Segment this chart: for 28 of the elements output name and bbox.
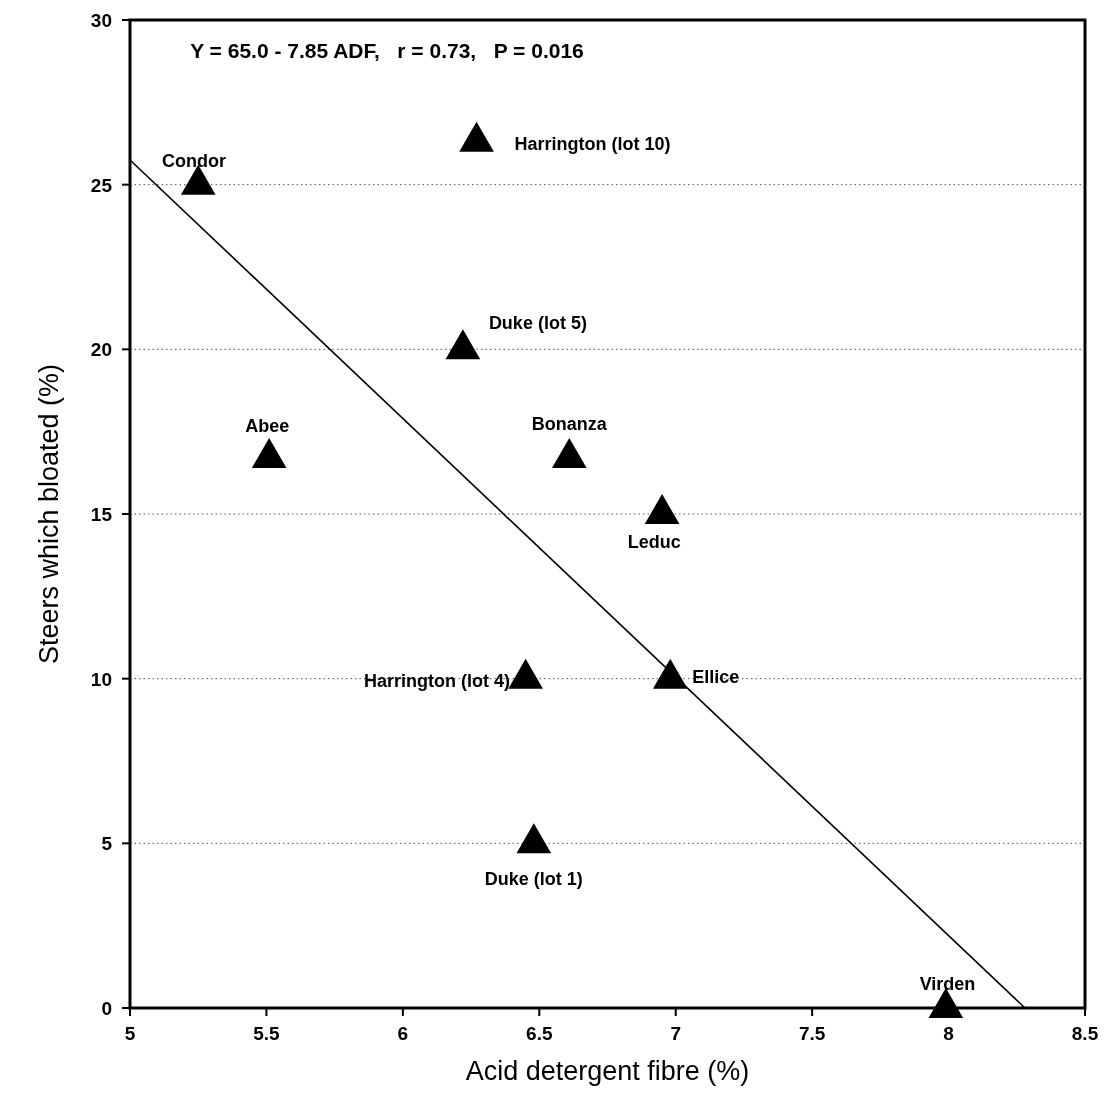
- x-tick-label: 8.5: [1071, 1023, 1099, 1044]
- annotation: Leduc: [627, 531, 681, 552]
- y-tick-label: 30: [90, 10, 112, 31]
- annotation: Harrington (lot 4): [364, 670, 511, 691]
- annotation: Condor: [161, 151, 226, 172]
- annotation: Duke (lot 5): [488, 313, 587, 334]
- y-tick-label: 10: [90, 668, 112, 690]
- y-tick-label: 25: [90, 174, 113, 196]
- annotation: Virden: [919, 974, 976, 995]
- y-tick-label: 20: [90, 339, 112, 361]
- x-axis-title: Acid detergent fibre (%): [465, 1056, 750, 1086]
- x-tick-label: 7.5: [798, 1023, 826, 1044]
- x-tick-label: 7: [670, 1023, 681, 1044]
- x-tick-label: 8: [943, 1023, 954, 1044]
- annotation: Duke (lot 1): [484, 869, 583, 890]
- annotation: Y = 65.0 - 7.85 ADF, r = 0.73, P = 0.016: [190, 38, 584, 62]
- y-tick-label: 15: [90, 504, 113, 525]
- x-tick-label: 6: [397, 1023, 409, 1044]
- annotation: Harrington (lot 10): [514, 133, 671, 154]
- x-tick-label: 5: [124, 1023, 136, 1044]
- y-tick-label: 5: [101, 833, 113, 855]
- annotation: Ellice: [692, 666, 740, 687]
- x-tick-label: 5.5: [253, 1023, 281, 1044]
- annotation: Bonanza: [531, 414, 608, 435]
- y-axis-title: Steers which bloated (%): [34, 363, 64, 665]
- x-tick-label: 6.5: [526, 1023, 553, 1044]
- y-tick-label: 0: [101, 998, 112, 1019]
- annotation: Abee: [245, 416, 290, 437]
